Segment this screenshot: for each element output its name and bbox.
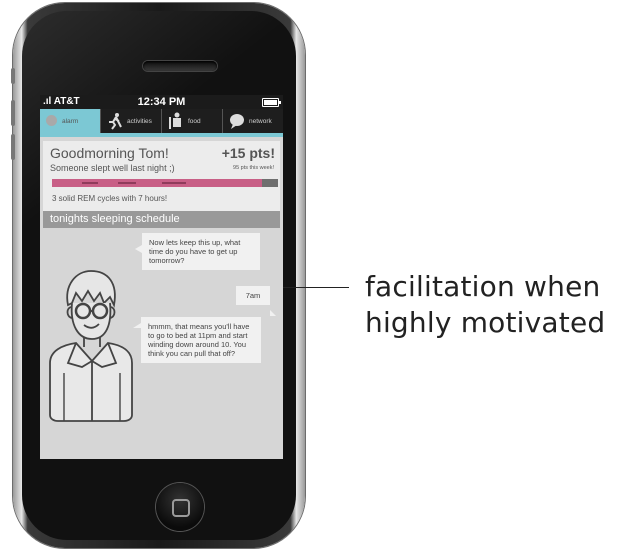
earpiece-speaker [143,61,217,71]
schedule-header: tonights sleeping schedule [43,211,280,228]
weekly-points: 95 pts this week! [233,165,274,171]
app-screen: .ıl AT&T 12:34 PM alarm activities food [40,95,283,459]
home-square-icon [172,499,190,517]
tab-label: activities [127,118,152,125]
chat-bubble-icon [230,114,244,129]
user-message: 7am [236,286,276,316]
tab-label: food [188,118,201,125]
status-bar: .ıl AT&T 12:34 PM [40,95,283,109]
battery-icon [262,98,281,107]
tab-bar: alarm activities food network [40,109,283,137]
alarm-icon [46,115,57,126]
sleep-cycle-bar [52,179,278,187]
carrier-label: .ıl AT&T [43,96,80,107]
mute-switch[interactable] [11,68,15,84]
rem-cycle-segment [82,182,98,184]
points-earned: +15 pts! [221,145,275,161]
tab-activities[interactable]: activities [100,109,161,133]
greeting-card: Goodmorning Tom! +15 pts! Someone slept … [43,141,280,211]
coach-message: hmmm, that means you'll have to go to be… [133,317,261,363]
runner-icon [109,113,122,130]
tab-alarm[interactable]: alarm [40,109,100,133]
home-button[interactable] [156,483,204,531]
clock: 12:34 PM [137,96,186,108]
tab-network[interactable]: network [222,109,283,133]
coach-message: Now lets keep this up, what time do you … [135,233,260,270]
doctor-avatar-illustration [49,270,133,422]
rem-summary: 3 solid REM cycles with 7 hours! [52,194,168,203]
rem-cycle-segment [162,182,186,184]
awake-segment [262,179,278,187]
food-icon [169,112,181,129]
rem-cycle-segment [118,182,136,184]
volume-up-button[interactable] [11,100,15,126]
callout-line [283,287,349,288]
annotation-text: facilitation when highly motivated [365,270,606,339]
tab-label: alarm [62,118,79,125]
tab-label: network [249,118,272,125]
tab-food[interactable]: food [161,109,222,133]
volume-down-button[interactable] [11,134,15,160]
greeting-subtitle: Someone slept well last night ;) [50,163,175,173]
chat-area: Now lets keep this up, what time do you … [40,228,283,458]
greeting-title: Goodmorning Tom! [50,145,169,161]
